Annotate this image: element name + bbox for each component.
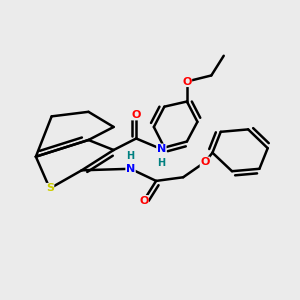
Text: N: N (126, 164, 135, 174)
Text: O: O (182, 76, 192, 86)
Text: O: O (131, 110, 141, 120)
Text: H: H (157, 158, 165, 168)
Text: O: O (200, 157, 210, 167)
Text: S: S (46, 184, 54, 194)
Text: H: H (127, 151, 135, 161)
Text: O: O (139, 196, 148, 206)
Text: N: N (157, 144, 166, 154)
